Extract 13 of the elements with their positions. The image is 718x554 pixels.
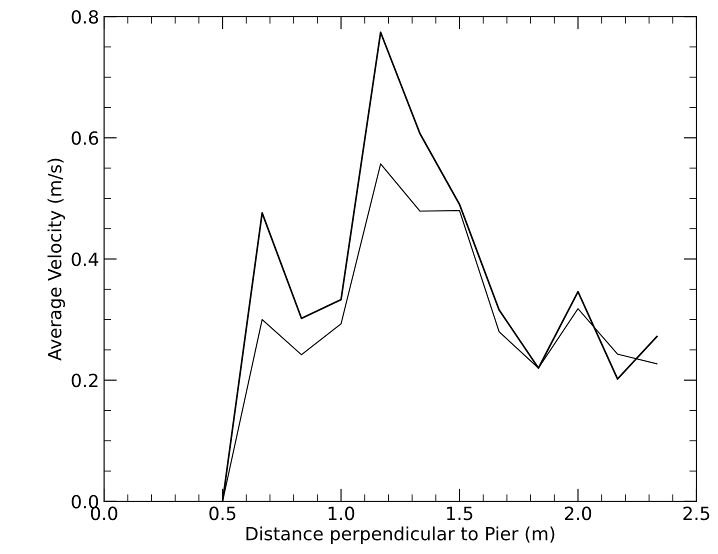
x-tick-label: 0.5 [209, 506, 236, 520]
y-tick-label: 0.2 [72, 374, 98, 388]
x-tick-label: 0.0 [90, 506, 118, 520]
x-tick-label: 2.0 [564, 506, 592, 520]
y-tick-label: 0.8 [72, 10, 98, 24]
x-tick-label: 1.5 [447, 506, 472, 520]
x-tick-label: 2.5 [683, 506, 710, 520]
y-tick-label: 0.0 [72, 494, 98, 508]
x-axis-title: Distance perpendicular to Pier (m) [246, 526, 554, 544]
x-tick-label: 1.0 [328, 506, 354, 520]
y-axis-title: Average Velocity (m/s) [48, 158, 65, 361]
y-tick-label: 0.4 [72, 252, 98, 266]
y-tick-label: 0.6 [72, 131, 98, 145]
